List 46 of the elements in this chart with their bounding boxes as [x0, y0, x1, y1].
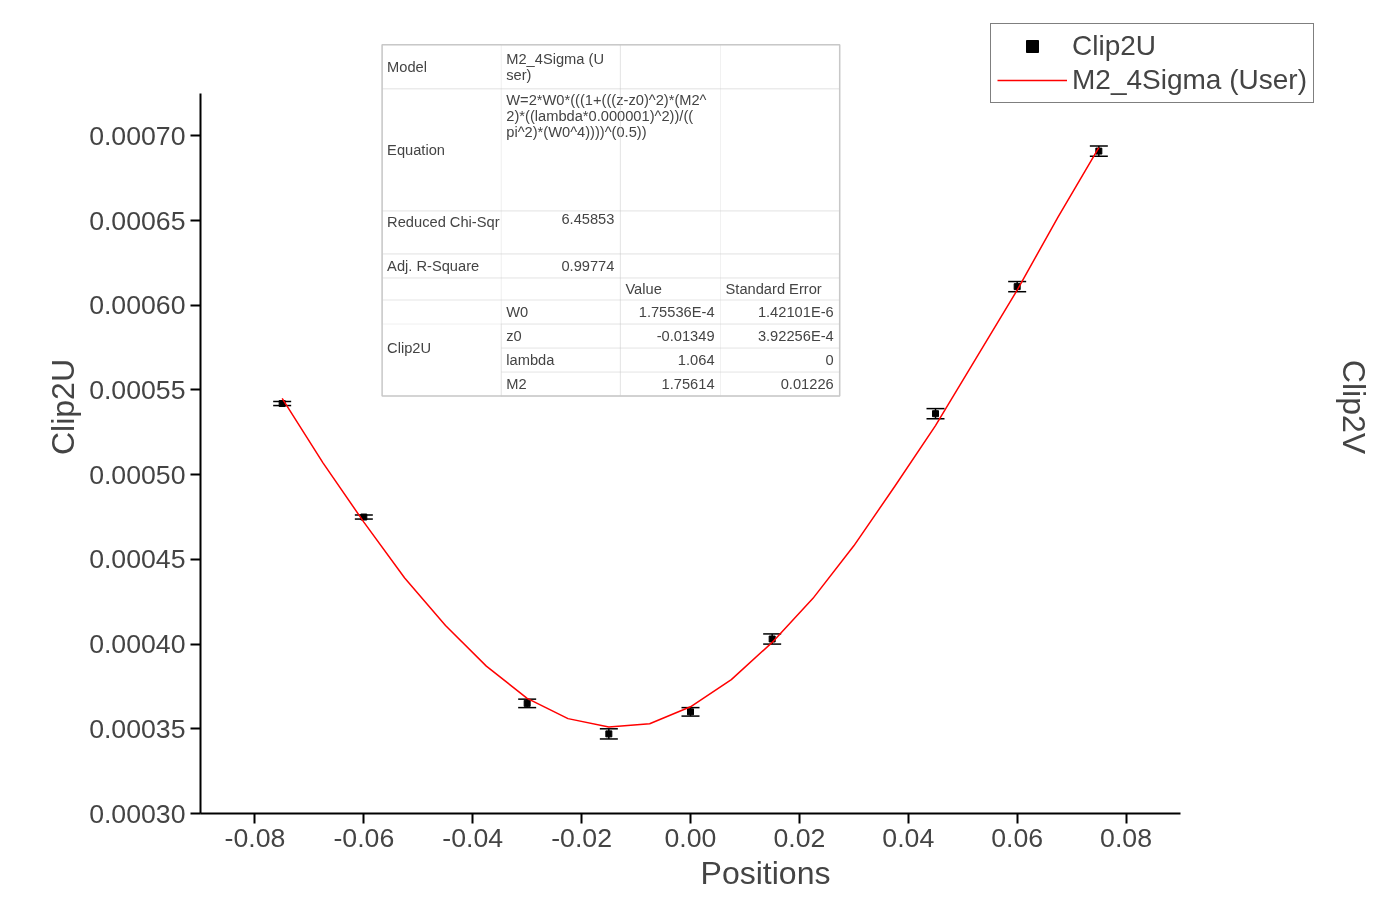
y-tick-label: 0.00030: [89, 798, 186, 829]
annotation: Adj. R-Square: [387, 257, 480, 274]
annotation: W0: [506, 304, 529, 321]
x-tick-label: 0.04: [882, 822, 935, 853]
y-tick-label: 0.00070: [89, 120, 186, 151]
x-tick-label: -0.02: [551, 822, 612, 853]
annotation: Standard Error: [725, 281, 822, 297]
y-tick-label: 0.00055: [89, 374, 186, 405]
x-tick-label: 0.02: [773, 822, 826, 853]
annotation: 1.75536E-4: [638, 304, 715, 321]
x-tick-label: 0.06: [991, 822, 1044, 853]
annotation: 1.064: [677, 352, 715, 369]
annotation: Equation: [387, 141, 445, 158]
annotation: 0: [825, 352, 834, 369]
annotation: Value: [625, 281, 662, 297]
annotation: Reduced Chi-Sqr: [387, 213, 500, 230]
text: Model: [387, 58, 428, 75]
y-tick-label: 0.00040: [89, 629, 186, 660]
text: M2_4Sigma (User): [506, 50, 605, 83]
annotation: z0: [506, 328, 522, 345]
y-tick-label: 0.00060: [89, 290, 186, 321]
x-tick-label: 0.08: [1100, 822, 1153, 853]
x-tick-label: -0.04: [442, 822, 504, 853]
text: Clip2U: [45, 358, 82, 456]
y2-axis-title: Clip2V: [1335, 359, 1372, 455]
annotation: 1.42101E-6: [757, 304, 834, 321]
annotation: 0.99774: [561, 257, 615, 274]
x-tick-label: -0.08: [224, 822, 286, 853]
y-tick-label: 0.00035: [89, 713, 186, 744]
text: W=2*W0*(((1+(((z-z0)^2)*(M2^2)*((lambda*0.000001)^2))/((pi^2)*(W0^4))))^(0.5)): [506, 91, 707, 140]
y-tick-label: 0.00065: [89, 205, 186, 236]
annotation: lambda: [506, 352, 556, 369]
annotation: 0.01226: [780, 376, 834, 393]
y-tick-label: 0.00045: [89, 544, 186, 575]
x-axis-title: Positions: [700, 854, 831, 891]
y-axis-title: Clip2U: [387, 340, 432, 357]
annotation: 1.75614: [661, 376, 715, 393]
y-tick-label: 0.00050: [89, 459, 186, 490]
annotation: 6.45853: [561, 210, 615, 227]
x-tick-label: 0.00: [664, 822, 717, 853]
x-tick-label: -0.06: [333, 822, 395, 853]
legend-label: Clip2U: [1072, 30, 1157, 62]
annotation: -0.01349: [656, 328, 715, 345]
legend-label: M2_4Sigma (User): [1072, 64, 1307, 96]
annotation: M2: [506, 376, 527, 393]
annotation: 3.92256E-4: [757, 328, 834, 345]
